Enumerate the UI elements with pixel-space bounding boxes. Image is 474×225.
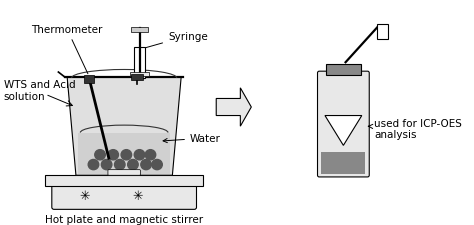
Bar <box>131 28 148 33</box>
Polygon shape <box>67 78 181 176</box>
Bar <box>321 153 365 174</box>
Circle shape <box>152 160 162 170</box>
Text: ✳: ✳ <box>80 189 90 202</box>
Text: ✳: ✳ <box>132 189 143 202</box>
Text: Syringe: Syringe <box>142 32 208 50</box>
Text: Thermometer: Thermometer <box>31 25 103 74</box>
Polygon shape <box>325 116 362 146</box>
FancyBboxPatch shape <box>108 170 140 176</box>
Text: Water: Water <box>163 133 221 144</box>
Bar <box>84 75 94 84</box>
Bar <box>326 65 361 76</box>
FancyBboxPatch shape <box>52 182 197 209</box>
Circle shape <box>108 150 118 160</box>
Circle shape <box>134 150 145 160</box>
FancyBboxPatch shape <box>318 72 369 177</box>
Text: WTS and Acid
solution: WTS and Acid solution <box>4 80 75 101</box>
Bar <box>78 133 170 175</box>
Circle shape <box>101 160 112 170</box>
Bar <box>45 176 203 186</box>
Bar <box>134 48 145 79</box>
Circle shape <box>115 160 125 170</box>
Circle shape <box>145 150 156 160</box>
Text: used for ICP-OES
analysis: used for ICP-OES analysis <box>368 118 462 140</box>
Circle shape <box>121 150 132 160</box>
Polygon shape <box>216 88 251 127</box>
Bar <box>130 72 149 77</box>
Circle shape <box>128 160 138 170</box>
Circle shape <box>95 150 105 160</box>
Bar <box>131 74 144 81</box>
Bar <box>377 25 388 40</box>
Circle shape <box>141 160 151 170</box>
Text: Hot plate and magnetic stirrer: Hot plate and magnetic stirrer <box>45 214 203 224</box>
Circle shape <box>88 160 99 170</box>
